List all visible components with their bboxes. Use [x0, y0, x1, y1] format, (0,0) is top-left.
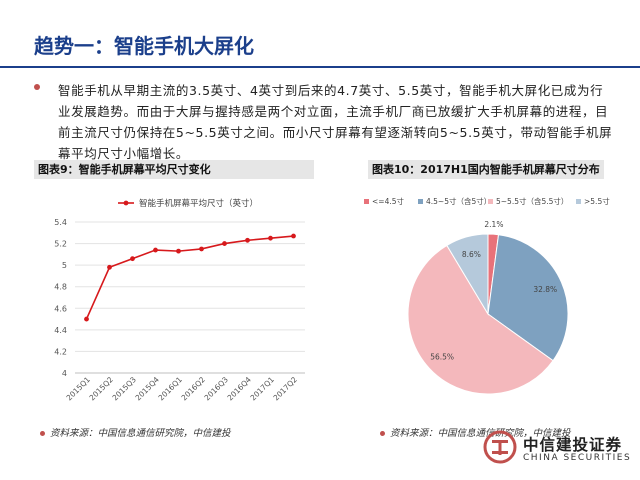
data-point — [222, 241, 227, 246]
pie-slice — [407, 244, 554, 395]
data-point — [153, 247, 158, 253]
y-tick-label: 5.2 — [54, 240, 67, 249]
x-tick-label: 2015Q1 — [65, 375, 93, 403]
y-tick-label: 4 — [62, 369, 67, 378]
bullet-text: 智能手机从早期主流的3.5英寸、4英寸到后来的4.7英寸、5.5英寸，智能手机大… — [58, 83, 613, 161]
x-tick-label: 2016Q1 — [157, 375, 185, 403]
logo-name-en: CHINA SECURITIES — [523, 453, 632, 463]
pie-value-label: 56.5% — [430, 352, 454, 361]
series-line — [85, 235, 294, 320]
x-tick-label: 2015Q2 — [88, 375, 116, 403]
data-point — [199, 246, 204, 252]
y-tick-label: 5.4 — [54, 218, 67, 227]
source-note-left: 资料来源：中国信息通信研究院，中信建投 — [40, 425, 231, 439]
figure-9-label: 图表9：智能手机屏幕平均尺寸变化 — [34, 160, 314, 179]
pie-value-label: 2.1% — [484, 220, 503, 229]
legend-swatch — [576, 199, 581, 204]
legend-label: 智能手机屏幕平均尺寸（英寸） — [139, 198, 258, 209]
legend-swatch — [364, 199, 369, 204]
y-tick-label: 4.4 — [54, 326, 67, 335]
x-tick-label: 2016Q4 — [226, 375, 254, 403]
data-point — [291, 233, 296, 239]
legend-label: <=4.5寸 — [372, 196, 404, 206]
legend-swatch — [418, 199, 423, 204]
data-point — [130, 256, 135, 262]
data-point — [268, 235, 273, 241]
title-divider — [0, 66, 640, 68]
x-tick-label: 2015Q4 — [134, 375, 162, 403]
source-right-text: 资料来源：中国信息通信研究院，中信建投 — [390, 428, 571, 439]
x-tick-label: 2016Q3 — [203, 375, 231, 403]
source-left-text: 资料来源：中国信息通信研究院，中信建投 — [50, 428, 231, 439]
bullet-dot-icon — [34, 84, 40, 90]
data-point — [245, 237, 250, 243]
pie-slice — [446, 233, 489, 316]
slide-title: 趋势一：智能手机大屏化 — [34, 34, 254, 58]
legend-marker — [123, 200, 129, 206]
legend-label: 4.5~5寸（含5寸） — [426, 196, 491, 206]
x-tick-label: 2015Q3 — [111, 375, 139, 403]
source-dot-icon — [380, 431, 385, 436]
data-point — [84, 316, 89, 322]
x-tick-label: 2017Q1 — [249, 375, 277, 403]
legend-label: 5~5.5寸（含5.5寸） — [496, 196, 568, 206]
x-tick-label: 2016Q2 — [180, 375, 208, 403]
pie-value-label: 32.8% — [533, 285, 557, 294]
company-logo: 中信建投证券 CHINA SECURITIES — [483, 430, 633, 474]
data-point — [176, 248, 181, 254]
y-tick-label: 4.6 — [54, 304, 67, 313]
bullet-paragraph: 智能手机从早期主流的3.5英寸、4英寸到后来的4.7英寸、5.5英寸，智能手机大… — [34, 80, 614, 164]
pie-value-label: 8.6% — [462, 250, 481, 259]
figure-10-label: 图表10：2017H1国内智能手机屏幕尺寸分布 — [368, 160, 604, 179]
source-note-right: 资料来源：中国信息通信研究院，中信建投 — [380, 425, 571, 439]
source-dot-icon — [40, 431, 45, 436]
y-tick-label: 4.2 — [54, 347, 67, 356]
line-chart: 44.24.44.64.855.25.42015Q12015Q22015Q320… — [54, 198, 305, 402]
y-tick-label: 4.8 — [54, 283, 67, 292]
china-securities-logo-icon — [483, 430, 517, 464]
legend-label: >5.5寸 — [584, 196, 610, 206]
pie-chart: 2.1% 32.8% 56.5% 8.6% <=4.5寸 4.5~5寸（含5寸） 5~5.5… — [364, 196, 610, 395]
y-tick-label: 5 — [62, 261, 67, 270]
pie-slice — [487, 234, 569, 362]
data-point — [107, 264, 112, 270]
logo-name-cn: 中信建投证券 — [523, 436, 623, 454]
legend-swatch — [488, 199, 493, 204]
x-tick-label: 2017Q2 — [272, 375, 300, 403]
